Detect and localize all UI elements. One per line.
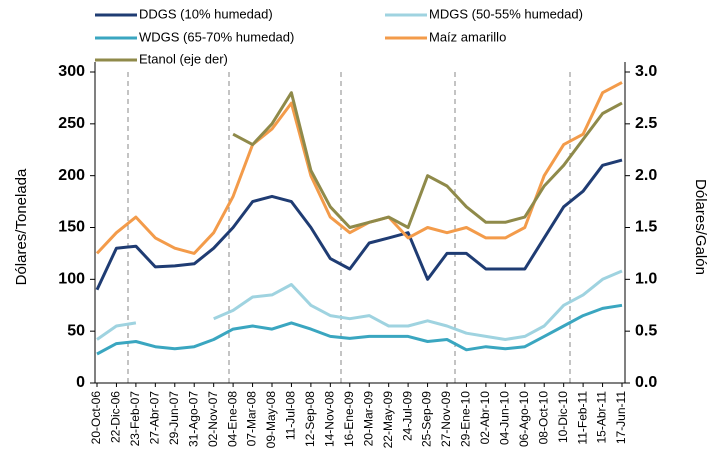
y2-tick-label: 1.5 bbox=[635, 219, 657, 236]
x-tick-label: 25-Sep-09 bbox=[420, 391, 434, 447]
y-tick-label: 100 bbox=[58, 271, 85, 288]
y-tick-label: 250 bbox=[58, 115, 85, 132]
y2-tick-label: 2.5 bbox=[635, 115, 657, 132]
legend-label: WDGS (65-70% humedad) bbox=[139, 29, 294, 44]
x-tick-label: 12-Sep-08 bbox=[303, 391, 317, 447]
x-tick-label: 14-Nov-08 bbox=[323, 391, 337, 447]
x-tick-label: 31-Ago-07 bbox=[186, 391, 200, 447]
y2-tick-label: 2.0 bbox=[635, 167, 657, 184]
legend-label: Etanol (eje der) bbox=[139, 51, 228, 66]
x-tick-label: 29-Ene-10 bbox=[459, 391, 473, 447]
x-tick-label: 24-Jul-09 bbox=[400, 391, 414, 441]
y-tick-label: 150 bbox=[58, 219, 85, 236]
x-tick-label: 22-Dic-06 bbox=[109, 391, 123, 443]
x-tick-label: 02-Abr-10 bbox=[478, 391, 492, 445]
y-tick-label: 0 bbox=[76, 374, 85, 391]
x-tick-label: 11-Jul-08 bbox=[284, 391, 298, 440]
y-axis-title: Dólares/Tonelada bbox=[13, 168, 30, 285]
x-tick-label: 27-Nov-09 bbox=[439, 391, 453, 447]
x-tick-label: 16-Ene-09 bbox=[342, 391, 356, 447]
x-tick-label: 22-May-09 bbox=[381, 391, 395, 449]
x-tick-label: 08-Oct-10 bbox=[536, 391, 550, 445]
x-tick-label: 11-Feb-11 bbox=[575, 391, 589, 445]
legend-label: Maíz amarillo bbox=[429, 29, 506, 44]
y-tick-label: 300 bbox=[58, 63, 85, 80]
x-tick-label: 23-Feb-07 bbox=[128, 391, 142, 447]
x-tick-label: 20-Mar-09 bbox=[361, 391, 375, 447]
x-tick-label: 06-Ago-10 bbox=[517, 391, 531, 447]
y2-tick-label: 1.0 bbox=[635, 271, 657, 288]
y-tick-label: 200 bbox=[58, 167, 85, 184]
x-tick-label: 04-Jun-10 bbox=[498, 391, 512, 445]
y2-tick-label: 0.0 bbox=[635, 374, 657, 391]
y2-axis-title: Dólares/Galón bbox=[692, 179, 709, 275]
x-tick-label: 29-Jun-07 bbox=[167, 391, 181, 445]
x-tick-label: 07-Mar-08 bbox=[245, 391, 259, 447]
legend-label: DDGS (10% humedad) bbox=[139, 6, 273, 21]
series-line bbox=[95, 158, 623, 291]
y-tick-label: 50 bbox=[67, 322, 85, 339]
legend-label: MDGS (50-55% humedad) bbox=[429, 6, 583, 21]
x-tick-label: 17-Jun-11 bbox=[614, 391, 628, 444]
x-tick-label: 15-Abr-11 bbox=[595, 391, 609, 444]
series-line bbox=[96, 303, 623, 356]
series-line bbox=[232, 91, 623, 229]
y2-tick-label: 0.5 bbox=[635, 322, 657, 339]
series-line bbox=[96, 269, 623, 341]
x-tick-label: 09-May-08 bbox=[264, 391, 278, 449]
x-tick-label: 02-Nov-07 bbox=[206, 391, 220, 447]
x-tick-label: 20-Oct-06 bbox=[89, 391, 103, 445]
x-tick-label: 04-Ene-08 bbox=[225, 391, 239, 447]
x-tick-label: 10-Dic-10 bbox=[556, 391, 570, 443]
y2-tick-label: 3.0 bbox=[635, 63, 657, 80]
x-tick-label: 27-Abr-07 bbox=[148, 391, 162, 445]
series-line bbox=[95, 81, 623, 255]
